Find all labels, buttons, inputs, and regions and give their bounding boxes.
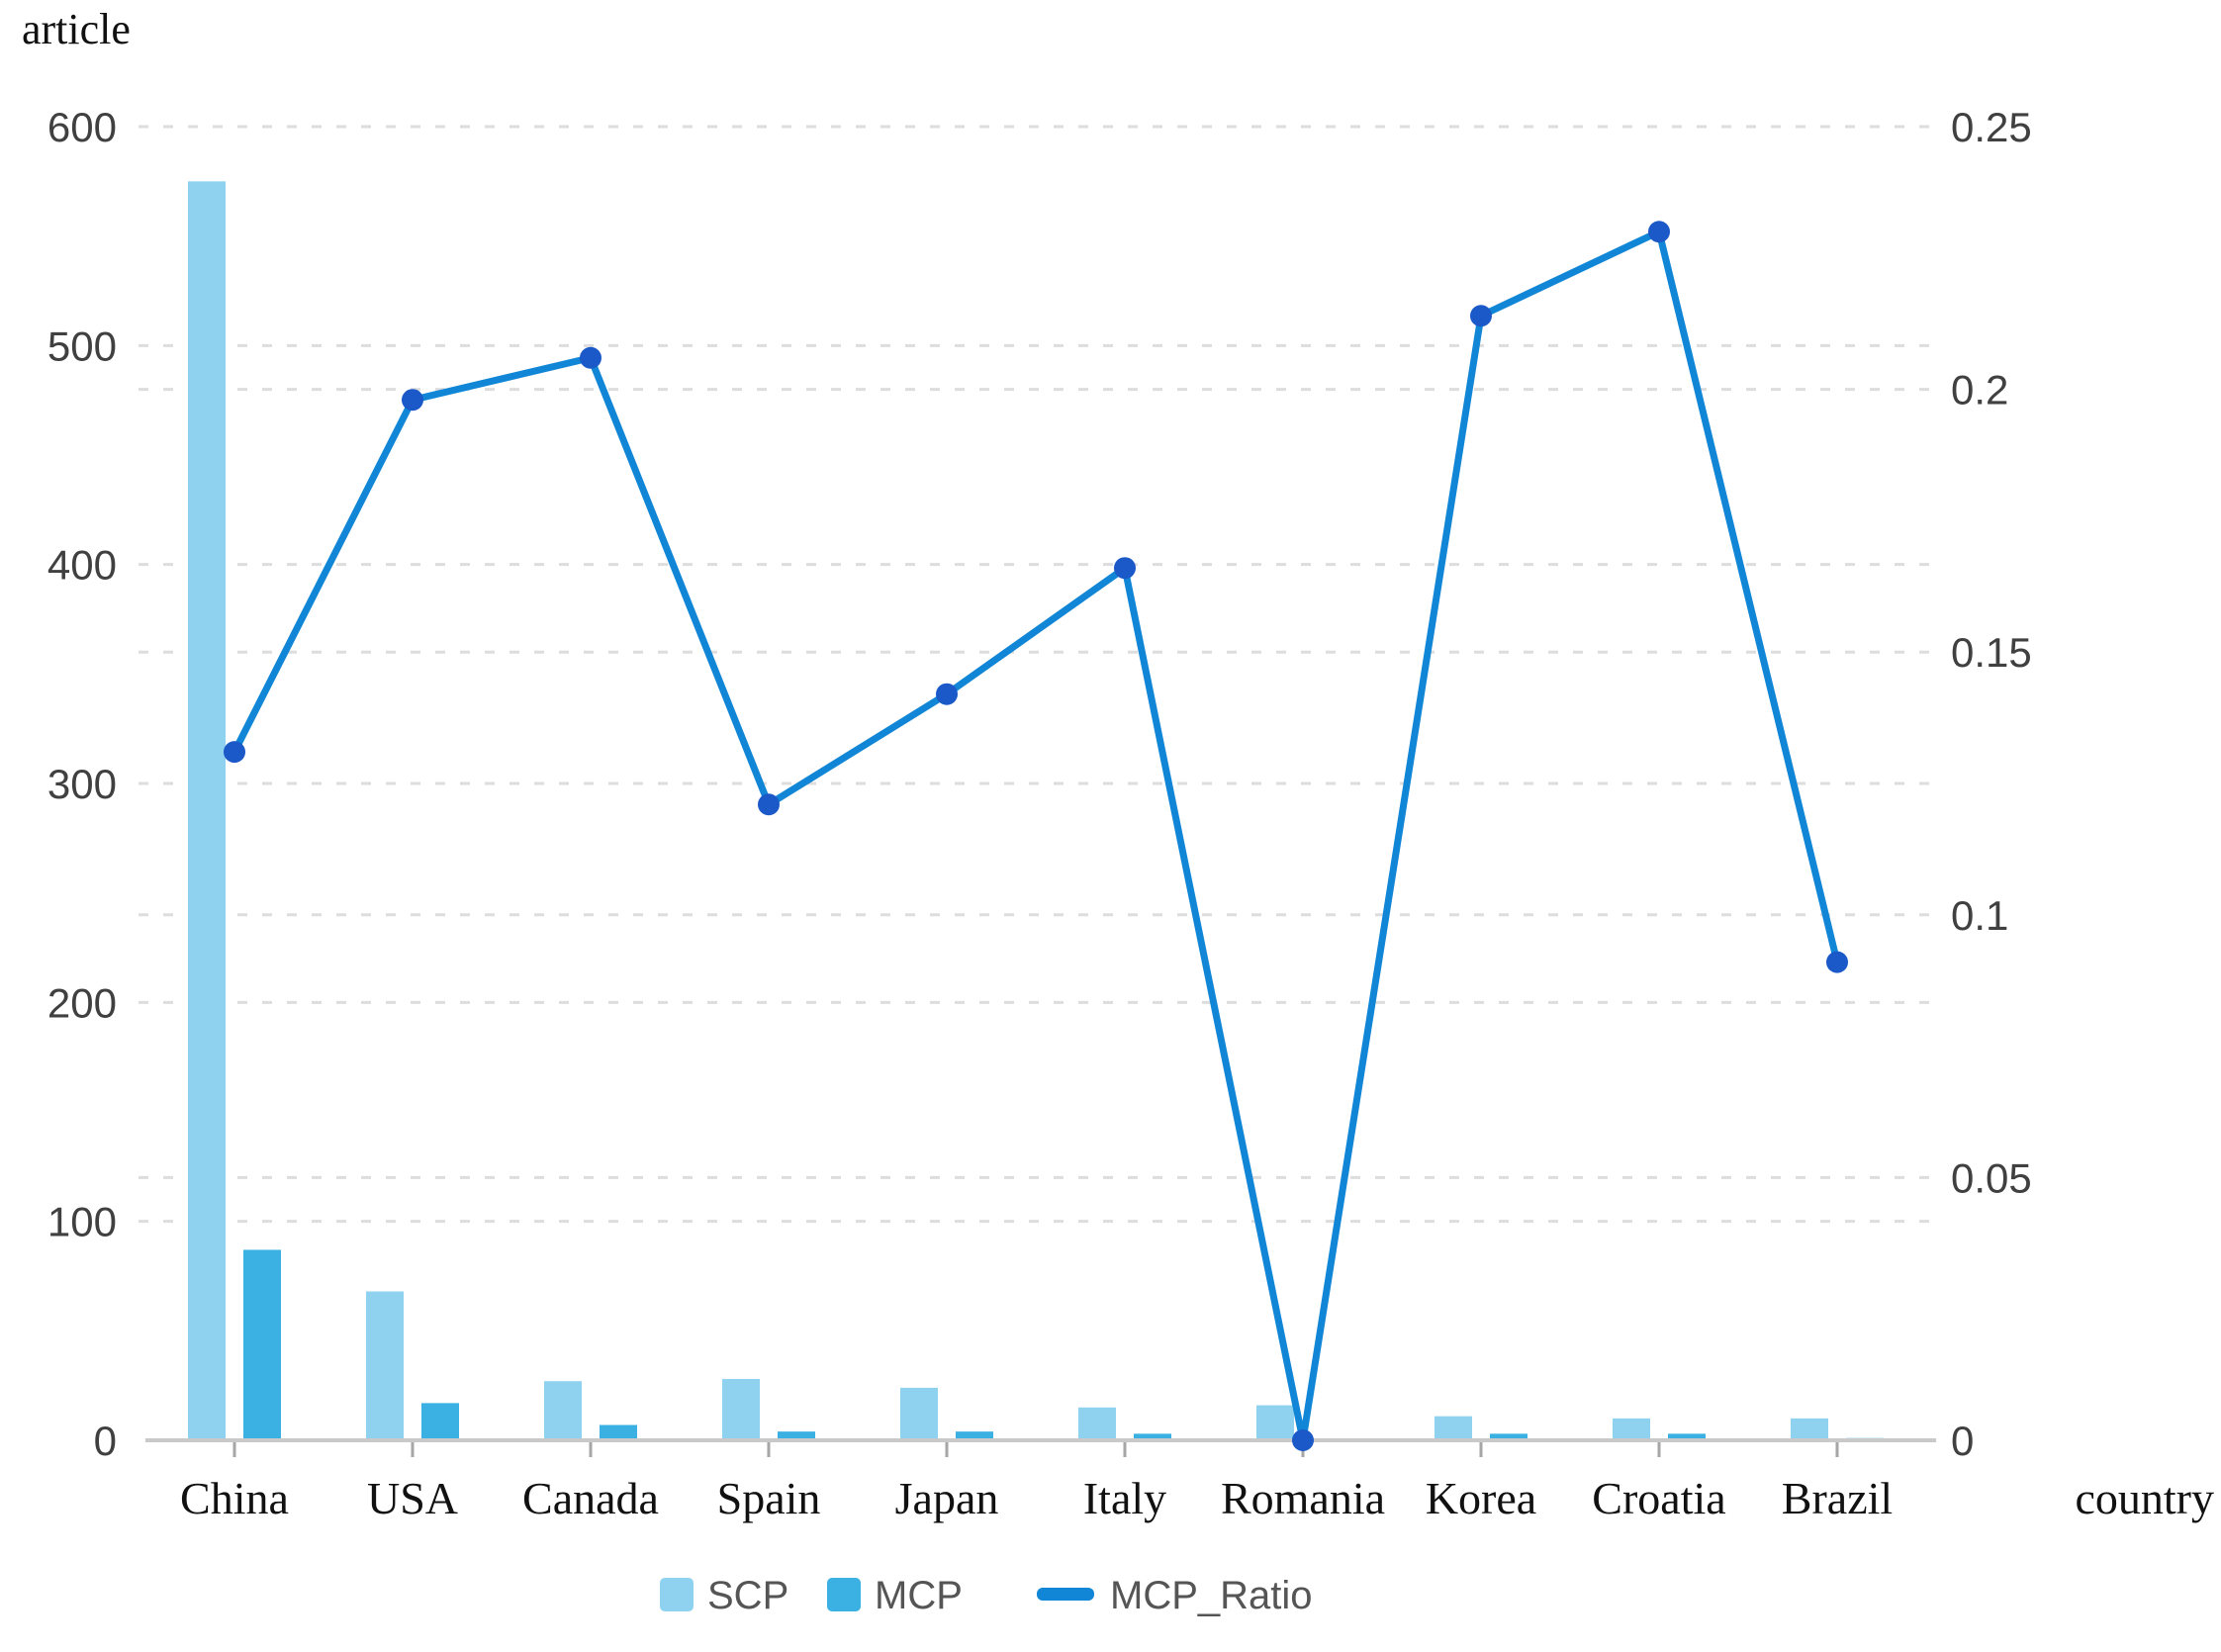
x-category-label-romania: Romania [1221,1473,1385,1523]
x-category-label-spain: Spain [717,1473,821,1523]
legend-swatch-mcp-icon [827,1578,861,1611]
mcp-ratio-point-italy[interactable] [1114,557,1136,580]
mcp-ratio-point-spain[interactable] [758,793,780,816]
x-axis-title: country [2075,1473,2214,1523]
mcp-ratio-line[interactable] [231,228,1841,1444]
legend-item-mcp-ratio[interactable]: MCP_Ratio [1037,1574,1313,1617]
bar-mcp-canada[interactable] [600,1424,637,1440]
mcp-ratio-point-japan[interactable] [936,683,958,705]
legend-label-mcp: MCP [875,1574,963,1617]
y-right-tick-label-0-1: 0.1 [1951,892,2008,939]
bar-mcp-usa[interactable] [421,1403,459,1440]
bar-mcp-italy[interactable] [1134,1433,1171,1440]
legend: SCP MCP MCP_Ratio [660,1574,1313,1617]
bar-mcp-spain[interactable] [778,1431,815,1440]
y-right-tick-label-0-25: 0.25 [1951,104,2032,150]
x-category-label-canada: Canada [522,1473,659,1523]
bar-scp-china[interactable] [188,181,226,1440]
mcp-ratio-point-canada[interactable] [580,346,602,369]
x-category-label-japan: Japan [895,1473,999,1523]
y-right-tick-label-0-05: 0.05 [1951,1154,2032,1201]
y-left-tick-label-100: 100 [47,1199,117,1245]
bar-scp-romania[interactable] [1256,1405,1294,1440]
x-category-label-croatia: Croatia [1592,1473,1725,1523]
y-left-tick-label-0: 0 [94,1418,117,1464]
y-left-tick-label-400: 400 [47,542,117,589]
x-category-label-italy: Italy [1083,1473,1166,1523]
x-category-label-korea: Korea [1426,1473,1536,1523]
bar-scp-japan[interactable] [900,1387,938,1440]
bar-scp-usa[interactable] [366,1291,404,1440]
bar-scp-croatia[interactable] [1613,1418,1650,1440]
bar-scp-brazil[interactable] [1791,1418,1828,1440]
mcp-ratio-point-korea[interactable] [1470,305,1492,327]
bar-mcp-japan[interactable] [956,1431,993,1440]
left-axis-title: article [22,5,131,53]
bar-scp-italy[interactable] [1078,1407,1116,1440]
legend-swatch-scp-icon [660,1578,694,1611]
bars-layer [188,181,1884,1440]
x-category-label-brazil: Brazil [1782,1473,1893,1523]
legend-item-scp[interactable]: SCP [660,1574,788,1617]
x-category-label-china: China [180,1473,289,1523]
bar-mcp-china[interactable] [243,1249,281,1440]
y-left-tick-label-600: 600 [47,104,117,150]
bar-scp-canada[interactable] [544,1381,582,1440]
bar-mcp-korea[interactable] [1490,1433,1527,1440]
y-right-tick-label-0: 0 [1951,1418,1974,1464]
legend-item-mcp[interactable]: MCP [827,1574,963,1617]
axis-layer [145,1438,1936,1457]
legend-dash-mcp-ratio-icon [1037,1588,1094,1601]
bar-scp-spain[interactable] [722,1379,760,1440]
legend-label-mcp-ratio: MCP_Ratio [1110,1574,1313,1617]
y-right-tick-label-0-15: 0.15 [1951,629,2032,676]
gridlines-layer [139,125,1934,1224]
mcp-ratio-point-croatia[interactable] [1648,221,1670,243]
y-left-tick-label-300: 300 [47,761,117,807]
y-left-tick-label-200: 200 [47,979,117,1026]
mcp-ratio-point-romania[interactable] [1292,1429,1314,1451]
bar-scp-korea[interactable] [1434,1416,1472,1440]
bar-mcp-croatia[interactable] [1668,1433,1706,1440]
mcp-ratio-point-brazil[interactable] [1826,951,1848,973]
x-category-label-usa: USA [367,1473,458,1523]
mcp-ratio-point-china[interactable] [224,741,245,764]
labels-layer: 0 100 200 300 400 500 600 0 0.05 0.1 0.15 0.2 0.25 Ch… [22,5,2214,1523]
mcp-ratio-point-usa[interactable] [402,389,423,412]
y-right-tick-label-0-2: 0.2 [1951,367,2008,413]
ratio-line-layer [224,221,1848,1451]
legend-label-scp: SCP [707,1574,788,1617]
y-left-tick-label-500: 500 [47,322,117,369]
